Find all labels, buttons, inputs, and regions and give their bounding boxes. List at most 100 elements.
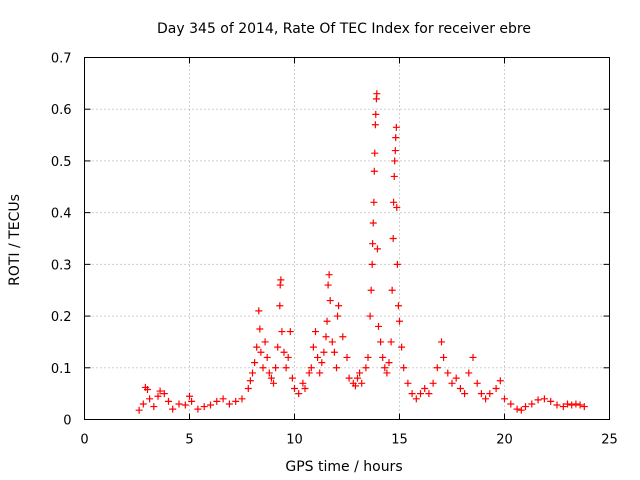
data-point [364, 353, 372, 361]
y-tick-label: 0.3 [51, 258, 72, 273]
data-point [144, 386, 151, 394]
data-point [390, 172, 398, 180]
data-point [274, 343, 282, 351]
data-point [421, 384, 429, 392]
data-point [388, 286, 396, 294]
data-point [492, 384, 500, 392]
data-point [375, 322, 382, 330]
data-point [369, 240, 377, 248]
data-point [244, 384, 252, 392]
data-point [358, 379, 366, 387]
data-point [322, 333, 330, 341]
data-point [540, 395, 548, 403]
data-point [366, 312, 374, 320]
data-point [219, 395, 227, 403]
data-point [255, 307, 263, 315]
data-point [440, 353, 448, 361]
data-point [576, 401, 584, 409]
data-point [371, 149, 379, 157]
data-point [169, 405, 177, 413]
data-point [501, 395, 508, 403]
y-tick-label: 0.5 [51, 155, 72, 170]
data-point [299, 379, 307, 387]
y-tick-label: 0.7 [51, 52, 72, 67]
data-point [486, 390, 494, 398]
data-point [351, 382, 359, 390]
y-tick-label: 0.1 [51, 362, 72, 377]
data-point [438, 338, 445, 346]
data-point [333, 364, 340, 372]
data-point [314, 353, 322, 361]
data-point [309, 343, 317, 351]
data-point [238, 395, 246, 403]
data-point [389, 235, 397, 242]
data-point [425, 390, 433, 398]
data-point [345, 374, 353, 382]
data-point [256, 325, 264, 333]
data-point [213, 397, 221, 405]
data-point [251, 359, 259, 367]
data-point [165, 397, 172, 405]
data-point [553, 401, 561, 409]
data-point [522, 403, 529, 411]
data-point [330, 348, 338, 356]
data-point [448, 379, 456, 387]
tick-layer [84, 57, 610, 420]
x-tick-label: 25 [601, 433, 618, 448]
data-point [381, 364, 389, 372]
data-point [305, 369, 313, 377]
data-point [232, 397, 240, 405]
data-point [580, 403, 588, 411]
y-tick-label: 0.2 [51, 310, 72, 325]
data-point [276, 302, 284, 310]
data-point [257, 348, 265, 356]
y-tick-label: 0 [63, 414, 71, 429]
data-point [394, 302, 402, 310]
data-point [265, 369, 273, 377]
data-point [318, 359, 326, 367]
data-point [400, 364, 408, 372]
data-point [429, 379, 437, 387]
data-point [295, 390, 303, 398]
data-point [404, 379, 412, 387]
data-point [393, 260, 401, 268]
data-point [270, 379, 277, 387]
data-point [370, 167, 378, 175]
data-point [139, 400, 147, 408]
data-point [534, 396, 542, 404]
data-point [393, 203, 401, 211]
data-point [154, 392, 162, 400]
x-tick-label: 15 [391, 433, 408, 448]
data-point [513, 405, 521, 413]
data-point [373, 90, 381, 98]
data-point [291, 384, 298, 392]
data-point [372, 110, 380, 118]
data-point [335, 302, 343, 310]
data-point [528, 400, 536, 408]
data-point [328, 338, 336, 346]
data-point [259, 364, 267, 372]
data-point [367, 286, 375, 294]
data-point [188, 397, 196, 405]
data-point [276, 281, 284, 289]
data-point [323, 317, 331, 325]
data-point [354, 374, 361, 382]
data-point [507, 400, 515, 408]
data-point [194, 405, 202, 413]
data-point [356, 369, 364, 377]
data-point [368, 260, 376, 268]
y-tick-label: 0.4 [51, 207, 72, 222]
data-point [181, 401, 189, 409]
data-point [517, 406, 525, 414]
data-point [325, 271, 333, 279]
data-point [564, 400, 571, 408]
data-point [261, 338, 269, 346]
data-point [373, 245, 381, 253]
data-point [324, 281, 332, 289]
data-point [408, 390, 416, 398]
x-tick-label: 20 [496, 433, 513, 448]
data-point [249, 369, 256, 377]
data-point [186, 392, 193, 400]
data-points-layer [135, 90, 588, 414]
data-point [339, 333, 347, 341]
